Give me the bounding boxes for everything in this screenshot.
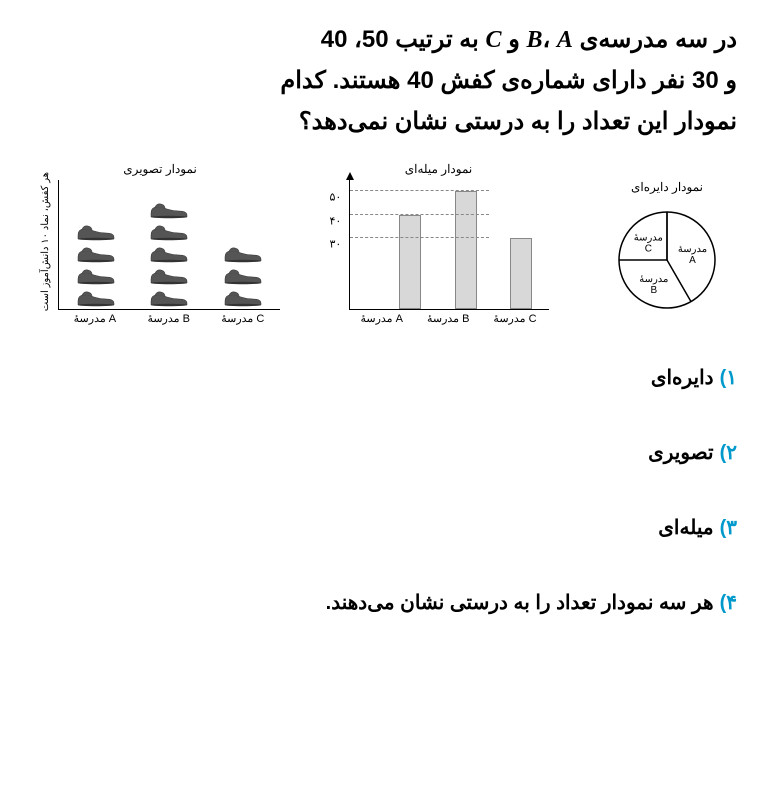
q-line3: نمودار این تعداد را به درستی نشان نمی‌ده… bbox=[299, 108, 737, 135]
bar-chart: نمودار میله‌ای ۵۰۴۰۳۰ مدرسهٔ Aمدرسهٔ Bمد… bbox=[329, 162, 549, 325]
q-part: و bbox=[719, 67, 737, 94]
shoe-icon bbox=[76, 287, 116, 307]
shoe-icon bbox=[76, 265, 116, 285]
q-A: A bbox=[557, 27, 573, 53]
option-text: هر سه نمودار تعداد را به درستی نشان می‌د… bbox=[326, 592, 714, 614]
charts-row: هر کفش، نماد ۱۰ دانش‌آموز است نمودار تصو… bbox=[40, 162, 737, 325]
option-text: دایره‌ای bbox=[651, 367, 714, 389]
pictograph-column bbox=[223, 243, 263, 307]
barchart-xlabels: مدرسهٔ A مدرسهٔ B مدرسهٔ C bbox=[349, 312, 549, 325]
pictograph-xlabel: مدرسهٔ A bbox=[74, 312, 117, 325]
option-num: ۴) bbox=[720, 592, 737, 614]
pictograph-column bbox=[149, 199, 189, 307]
bar bbox=[455, 191, 477, 309]
option-1[interactable]: ۱) دایره‌ای bbox=[40, 365, 737, 390]
shoe-icon bbox=[149, 221, 189, 241]
shoe-icon bbox=[149, 265, 189, 285]
pictograph-xlabels: مدرسهٔ A مدرسهٔ B مدرسهٔ C bbox=[58, 312, 280, 325]
barchart-xlabel: مدرسهٔ B bbox=[427, 312, 470, 325]
option-num: ۲) bbox=[720, 442, 737, 464]
q-n4: 40 bbox=[407, 67, 434, 94]
shoe-icon bbox=[223, 265, 263, 285]
barchart-ytick: ۴۰ bbox=[330, 214, 342, 227]
q-n3: 30 bbox=[692, 67, 719, 94]
q-B: B bbox=[526, 27, 542, 53]
pictograph-column bbox=[76, 221, 116, 307]
shoe-icon bbox=[223, 287, 263, 307]
question-text: در سه مدرسه‌ی B، A و C به ترتیب 50، 40 و… bbox=[40, 20, 737, 142]
barchart-xlabel: مدرسهٔ C bbox=[493, 312, 536, 325]
q-part: و bbox=[502, 26, 527, 53]
option-2[interactable]: ۲) تصویری bbox=[40, 440, 737, 465]
option-num: ۳) bbox=[720, 517, 737, 539]
piechart-title: نمودار دایره‌ای bbox=[597, 180, 737, 194]
pictograph-xlabel: مدرسهٔ B bbox=[147, 312, 190, 325]
options-list: ۱) دایره‌ای ۲) تصویری ۳) میله‌ای ۴) هر سه نم… bbox=[40, 365, 737, 615]
q-part: ، bbox=[543, 26, 557, 53]
barchart-gridline bbox=[350, 214, 489, 215]
shoe-icon bbox=[149, 199, 189, 219]
option-4[interactable]: ۴) هر سه نمودار تعداد را به درستی نشان می… bbox=[40, 590, 737, 615]
barchart-ytick: ۳۰ bbox=[330, 238, 342, 251]
q-part: هستند. کدام bbox=[280, 67, 407, 94]
pie-chart: نمودار دایره‌ای مدرسهٔAمدرسهٔBمدرسهٔC bbox=[597, 180, 737, 325]
option-text: میله‌ای bbox=[658, 517, 713, 539]
barchart-ytick: ۵۰ bbox=[330, 191, 342, 204]
barchart-gridline bbox=[350, 237, 489, 238]
q-n1: 50 bbox=[362, 26, 389, 53]
q-part: ، bbox=[347, 26, 361, 53]
bar bbox=[510, 238, 532, 309]
shoe-icon bbox=[76, 243, 116, 263]
pictograph-grid bbox=[58, 180, 280, 310]
shoe-icon bbox=[149, 243, 189, 263]
pictograph-ylabel: هر کفش، نماد ۱۰ دانش‌آموز است bbox=[40, 172, 51, 311]
pictograph-chart: هر کفش، نماد ۱۰ دانش‌آموز است نمودار تصو… bbox=[40, 162, 280, 325]
barchart-title: نمودار میله‌ای bbox=[329, 162, 549, 176]
shoe-icon bbox=[223, 243, 263, 263]
shoe-icon bbox=[149, 287, 189, 307]
option-text: تصویری bbox=[648, 442, 714, 464]
pictograph-xlabel: مدرسهٔ C bbox=[221, 312, 264, 325]
barchart-gridline bbox=[350, 190, 489, 191]
q-part: نفر دارای شماره‌ی کفش bbox=[434, 67, 692, 94]
piechart-svg: مدرسهٔAمدرسهٔBمدرسهٔC bbox=[607, 200, 727, 320]
q-part: در سه مدرسه‌ی bbox=[573, 26, 737, 53]
barchart-area: ۵۰۴۰۳۰ bbox=[349, 180, 549, 310]
bar bbox=[399, 215, 421, 310]
option-num: ۱) bbox=[720, 367, 737, 389]
option-3[interactable]: ۳) میله‌ای bbox=[40, 515, 737, 540]
barchart-xlabel: مدرسهٔ A bbox=[360, 312, 403, 325]
q-part: به ترتیب bbox=[389, 26, 486, 53]
pictograph-title: نمودار تصویری bbox=[40, 162, 280, 176]
q-n2: 40 bbox=[321, 26, 348, 53]
shoe-icon bbox=[76, 221, 116, 241]
q-C: C bbox=[486, 27, 502, 53]
